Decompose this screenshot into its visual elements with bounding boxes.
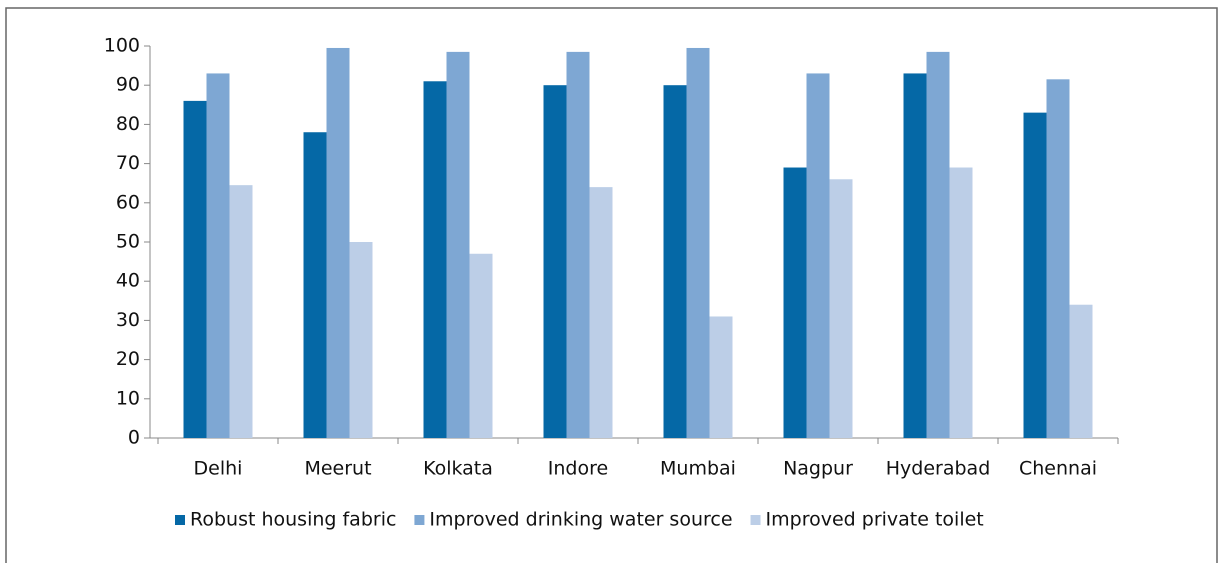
bar <box>303 132 327 439</box>
legend-swatch <box>414 515 425 525</box>
bar <box>229 185 253 438</box>
legend-label: Robust housing fabric <box>190 509 396 531</box>
y-tick-label: 40 <box>116 270 140 292</box>
bar <box>903 73 927 438</box>
bar <box>423 81 447 438</box>
y-tick-label: 10 <box>116 387 140 409</box>
bar <box>469 253 493 438</box>
bar <box>949 167 973 438</box>
y-tick-label: 50 <box>116 231 140 253</box>
x-tick-label: Chennai <box>1019 458 1097 480</box>
y-tick-label: 60 <box>116 191 140 213</box>
bar <box>349 242 373 438</box>
frame <box>5 7 1218 563</box>
bar <box>326 47 350 439</box>
bar <box>1046 79 1070 438</box>
x-tick-label: Kolkata <box>423 458 493 480</box>
bar <box>543 85 567 438</box>
y-tick-label: 100 <box>104 35 140 57</box>
x-tick-label: Hyderabad <box>886 458 991 480</box>
x-tick-label: Mumbai <box>660 458 736 480</box>
x-tick-label: Nagpur <box>783 458 853 480</box>
y-tick-label: 90 <box>116 74 140 96</box>
bar <box>783 167 807 438</box>
x-tick-label: Indore <box>548 458 608 480</box>
legend-swatch <box>175 515 185 525</box>
bar <box>183 100 207 438</box>
legend-swatch <box>750 515 761 525</box>
y-tick-label: 70 <box>116 152 140 174</box>
bar <box>446 51 470 438</box>
y-tick-label: 20 <box>116 348 140 370</box>
x-tick-label: Delhi <box>194 458 243 480</box>
bar <box>1069 304 1093 438</box>
y-tick-label: 0 <box>128 427 140 449</box>
bar <box>1023 112 1047 438</box>
y-tick-label: 30 <box>116 309 140 331</box>
x-tick-label: Meerut <box>304 458 371 480</box>
bar <box>589 187 613 438</box>
bar <box>206 73 230 438</box>
y-tick-label: 80 <box>116 113 140 135</box>
bar <box>829 179 853 438</box>
bar <box>806 73 830 438</box>
bar <box>709 316 733 438</box>
legend-label: Improved private toilet <box>766 509 984 531</box>
bar <box>686 47 710 439</box>
bar <box>926 51 950 438</box>
bar <box>663 85 687 438</box>
bar <box>566 51 590 438</box>
legend-label: Improved drinking water source <box>429 509 732 531</box>
